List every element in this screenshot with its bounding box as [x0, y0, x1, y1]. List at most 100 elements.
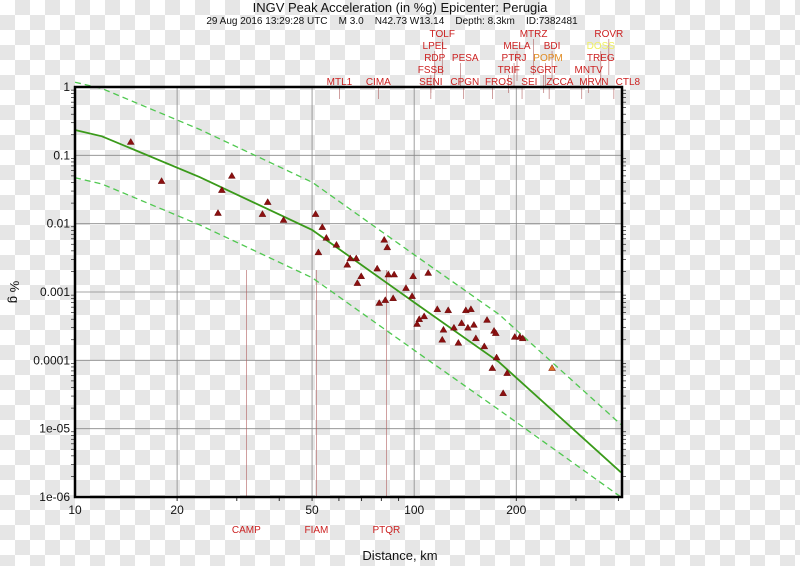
data-point: [389, 294, 397, 301]
station-label: MRVN: [579, 77, 608, 88]
station-label: TOLF: [430, 29, 455, 40]
station-label: CIMA: [366, 77, 391, 88]
data-point: [390, 270, 399, 278]
data-point: [384, 270, 393, 278]
x-tick-label: 200: [506, 503, 526, 517]
station-label: FROS: [485, 77, 513, 88]
station-label: MTL1: [327, 77, 353, 88]
data-point: [279, 216, 288, 223]
x-tick-label: 100: [404, 503, 424, 517]
data-point: [408, 292, 416, 299]
data-point: [126, 138, 135, 145]
y-tick-label: 1: [63, 80, 70, 94]
station-label: MNTV: [575, 65, 604, 76]
observed-points: [126, 138, 556, 396]
station-label: FSSB: [418, 65, 444, 76]
data-point: [483, 316, 491, 323]
station-label: BDI: [544, 41, 561, 52]
data-point: [318, 223, 327, 230]
grid-lines: [75, 86, 622, 498]
data-point: [439, 325, 448, 333]
y-tick-label: 0.001: [40, 285, 70, 299]
data-point: [383, 243, 392, 251]
data-point: [470, 321, 478, 328]
station-labels: MTL1 CIMA SENI CPGN FROS SEI ZCCA MRVN CTL8 FSSB T…: [232, 29, 641, 536]
data-point: [464, 323, 472, 331]
station-label: CTL8: [616, 77, 641, 88]
y-tick-label: 0.0001: [33, 353, 70, 367]
data-point: [488, 364, 497, 371]
data-point: [450, 323, 458, 331]
upper-bound-curve: [74, 81, 622, 425]
data-point: [413, 320, 421, 327]
plot-frame: [73, 85, 624, 499]
station-label: CPGN: [450, 77, 479, 88]
station-label: POPM: [533, 53, 562, 64]
median-curve: [74, 129, 622, 473]
data-point: [157, 177, 166, 184]
data-point: [491, 329, 500, 336]
model-curves: [74, 81, 622, 498]
station-label: TRIF: [498, 65, 520, 76]
data-point: [258, 210, 267, 217]
data-point: [380, 235, 389, 243]
data-point: [457, 319, 466, 326]
data-point: [322, 233, 331, 241]
station-label: RDP: [424, 53, 445, 64]
y-tick-label: 0.01: [47, 217, 71, 231]
x-tick-label: 50: [305, 503, 319, 517]
station-label: SGRT: [530, 65, 558, 76]
station-label: PTQR: [372, 525, 400, 536]
station-label: LPEL: [423, 41, 448, 52]
data-point: [402, 284, 410, 291]
y-tick-label: 0.1: [53, 148, 70, 162]
data-point: [409, 272, 417, 279]
station-label: ROVR: [594, 29, 623, 40]
data-point: [444, 306, 453, 313]
data-point: [381, 296, 390, 303]
data-point: [263, 198, 272, 205]
data-point: [314, 248, 323, 256]
data-point: [311, 210, 320, 217]
station-label: ZCCA: [546, 77, 574, 88]
y-tick-label: 1e-06: [39, 490, 70, 504]
data-point: [503, 369, 511, 376]
data-point: [454, 338, 463, 346]
data-point: [492, 353, 501, 361]
axis-ticks: 10 20 50 100 200 1 0.1 0.01 0.001 0.0001 1e-05 1e-0…: [33, 80, 626, 517]
y-tick-label: 1e-05: [39, 422, 70, 436]
chart-subtitle: 29 Aug 2016 13:29:28 UTC M 3.0 N42.73 W1…: [206, 16, 578, 27]
chart-title: INGV Peak Acceleration (in %g) Epicenter…: [253, 0, 549, 15]
data-point: [510, 333, 519, 340]
data-point: [424, 269, 433, 276]
station-label: SEI: [521, 77, 537, 88]
data-point: [352, 254, 361, 262]
station-label: MTRZ: [520, 29, 548, 40]
data-point: [471, 334, 480, 342]
data-point: [438, 335, 447, 343]
station-stems: [246, 39, 615, 497]
data-point-highlighted: [548, 364, 556, 371]
data-point: [214, 209, 222, 216]
data-point: [357, 272, 366, 279]
data-point: [499, 389, 508, 396]
data-point: [420, 312, 428, 320]
data-point: [373, 264, 382, 272]
x-axis-label: Distance, km: [362, 548, 437, 563]
station-label: MELA: [503, 41, 531, 52]
station-label: FIAM: [304, 525, 328, 536]
data-point: [332, 240, 341, 248]
station-label: SENI: [419, 77, 442, 88]
data-point: [353, 279, 362, 286]
data-point: [343, 260, 352, 268]
station-label: PESA: [452, 53, 479, 64]
data-point: [346, 254, 355, 262]
x-tick-label: 20: [170, 503, 184, 517]
station-label: TREG: [587, 53, 615, 64]
data-point: [467, 305, 475, 312]
data-point: [217, 186, 226, 193]
data-point: [227, 172, 236, 179]
x-tick-label: 10: [68, 503, 82, 517]
data-point: [433, 305, 442, 312]
